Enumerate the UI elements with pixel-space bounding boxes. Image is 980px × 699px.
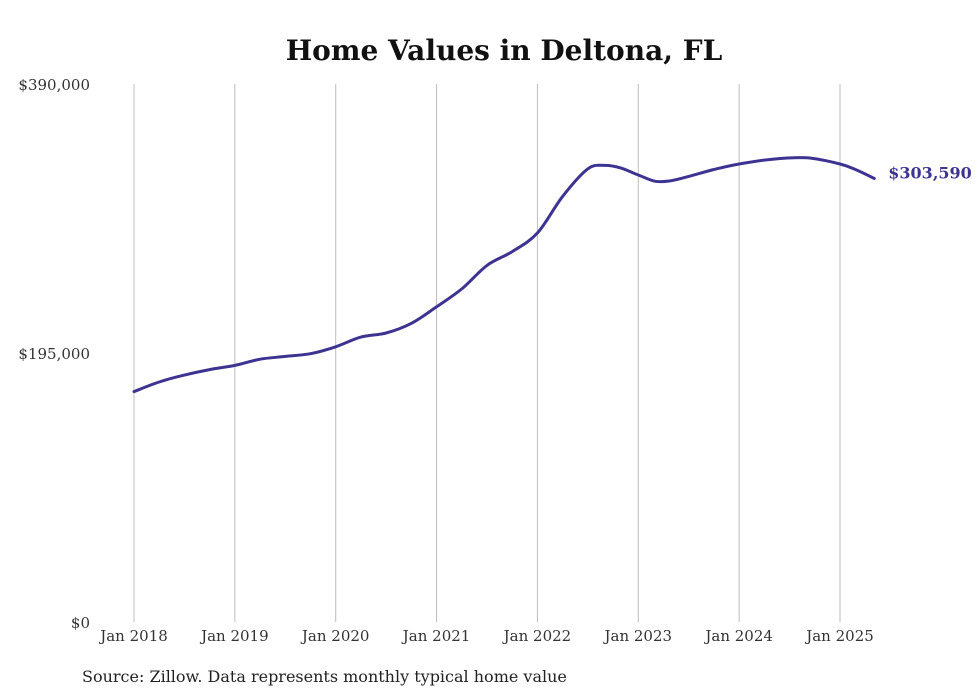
- x-tick-label: Jan 2024: [703, 627, 773, 645]
- y-tick-label: $390,000: [18, 76, 90, 94]
- home-value-line: [132, 156, 876, 394]
- x-tick-label: Jan 2020: [300, 627, 370, 645]
- y-tick-label: $0: [71, 614, 90, 632]
- y-axis-ticks: $0 $195,000 $390,000: [18, 76, 90, 632]
- x-axis-ticks: Jan 2018 Jan 2019 Jan 2020 Jan 2021 Jan 2022…: [98, 627, 874, 645]
- x-tick-label: Jan 2025: [804, 627, 874, 645]
- x-tick-label: Jan 2022: [502, 627, 572, 645]
- x-tick-label: Jan 2023: [603, 627, 673, 645]
- x-tick-label: Jan 2021: [401, 627, 471, 645]
- chart-title: Home Values in Deltona, FL: [286, 34, 723, 67]
- source-note: Source: Zillow. Data represents monthly …: [82, 667, 567, 686]
- last-value-label: $303,590: [888, 163, 972, 182]
- series-layer: [132, 156, 876, 394]
- x-tick-label: Jan 2019: [199, 627, 269, 645]
- y-tick-label: $195,000: [18, 345, 90, 363]
- x-tick-label: Jan 2018: [98, 627, 168, 645]
